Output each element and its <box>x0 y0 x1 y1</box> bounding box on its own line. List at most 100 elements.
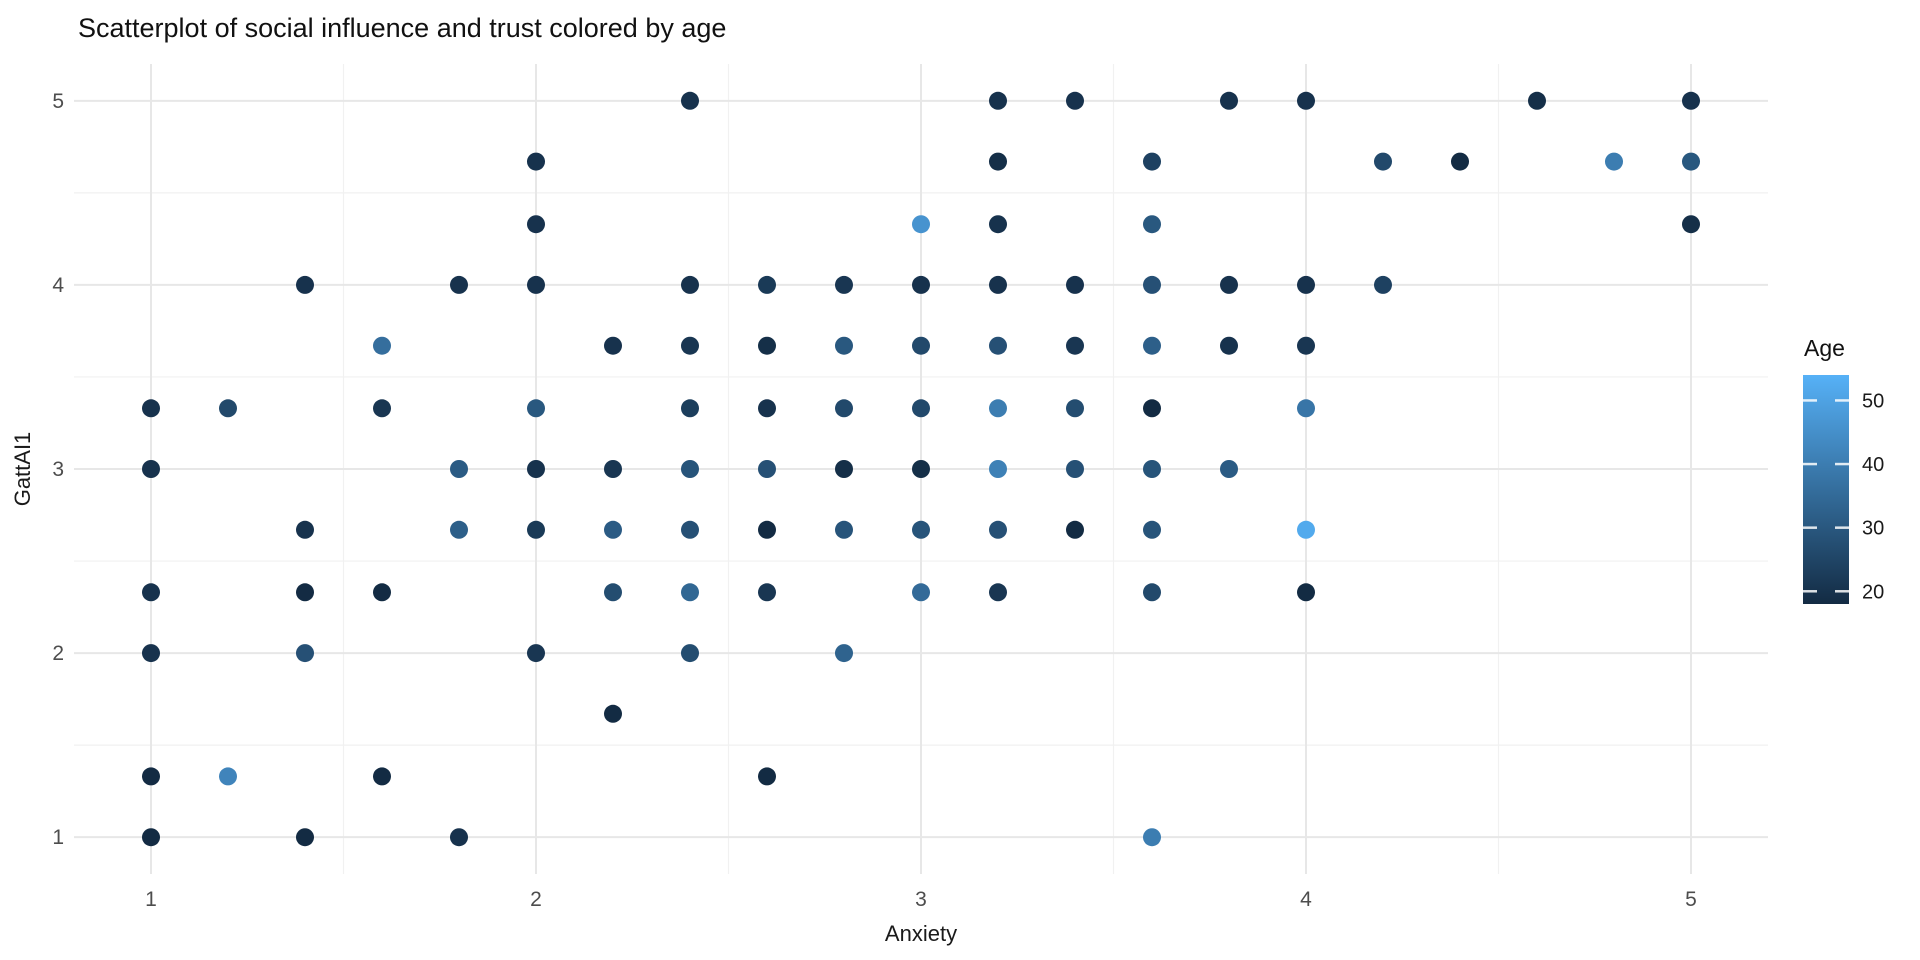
data-point <box>1066 275 1084 294</box>
data-point <box>604 460 622 478</box>
data-point <box>604 583 622 602</box>
data-point <box>1374 152 1392 171</box>
data-point <box>835 399 853 418</box>
y-axis-tick-labels: 1 2 3 4 5 <box>52 90 64 849</box>
data-point <box>1143 336 1161 355</box>
data-point <box>1220 336 1238 355</box>
data-point <box>835 275 853 294</box>
data-point <box>604 520 622 539</box>
data-point <box>1528 91 1546 110</box>
data-point <box>912 275 930 294</box>
data-point <box>373 399 391 418</box>
legend-tick-label: 50 <box>1862 390 1884 412</box>
data-point <box>527 644 545 663</box>
data-point <box>296 583 314 602</box>
data-point <box>1297 336 1315 355</box>
data-point <box>142 399 160 418</box>
data-point <box>219 767 237 786</box>
data-point <box>296 520 314 539</box>
y-axis-title: GattAI1 <box>10 432 35 507</box>
data-point <box>758 399 776 418</box>
legend-tick-label: 30 <box>1862 518 1884 540</box>
data-point <box>681 399 699 418</box>
data-point <box>681 336 699 355</box>
data-point <box>296 644 314 663</box>
data-point <box>681 520 699 539</box>
data-point <box>527 275 545 294</box>
data-point <box>1066 399 1084 418</box>
data-point <box>219 399 237 418</box>
data-point <box>1066 91 1084 110</box>
data-point <box>989 583 1007 602</box>
legend-tick-labels: 20 30 40 50 <box>1862 390 1884 603</box>
data-point <box>989 152 1007 171</box>
data-point <box>1066 460 1084 478</box>
data-point <box>450 828 468 847</box>
data-point <box>912 215 930 234</box>
data-point <box>1143 520 1161 539</box>
data-point <box>527 460 545 478</box>
data-point <box>1297 583 1315 602</box>
data-point <box>758 460 776 478</box>
legend-tick-label: 40 <box>1862 454 1884 476</box>
data-point <box>681 91 699 110</box>
data-point <box>1297 275 1315 294</box>
data-point <box>373 336 391 355</box>
data-point <box>989 520 1007 539</box>
color-legend: Age 20 30 40 50 <box>1803 335 1884 604</box>
x-tick-label: 3 <box>915 888 927 911</box>
x-tick-label: 1 <box>145 888 157 911</box>
data-point <box>989 399 1007 418</box>
x-tick-label: 4 <box>1300 888 1312 911</box>
data-point <box>1143 460 1161 478</box>
data-point <box>604 336 622 355</box>
x-tick-label: 2 <box>530 888 542 911</box>
data-point <box>527 215 545 234</box>
data-point <box>758 275 776 294</box>
data-point <box>450 275 468 294</box>
data-point <box>1143 583 1161 602</box>
legend-title: Age <box>1804 335 1845 361</box>
data-point <box>989 275 1007 294</box>
data-point <box>1143 399 1161 418</box>
data-point <box>1143 828 1161 847</box>
data-point <box>527 152 545 171</box>
data-point <box>1682 91 1700 110</box>
data-point <box>1220 460 1238 478</box>
data-point <box>1297 91 1315 110</box>
data-point <box>1682 152 1700 171</box>
data-point <box>604 704 622 723</box>
data-point <box>142 828 160 847</box>
data-point <box>912 583 930 602</box>
data-point <box>758 520 776 539</box>
data-point <box>835 520 853 539</box>
data-point <box>758 767 776 786</box>
data-point <box>142 460 160 478</box>
data-point <box>1143 152 1161 171</box>
data-point <box>989 91 1007 110</box>
y-tick-label: 1 <box>52 826 64 849</box>
data-point <box>758 336 776 355</box>
y-tick-label: 3 <box>52 458 64 481</box>
data-point <box>758 583 776 602</box>
y-tick-label: 2 <box>52 642 64 665</box>
y-tick-label: 4 <box>52 274 64 297</box>
data-point <box>681 275 699 294</box>
data-point <box>142 767 160 786</box>
data-point <box>1374 275 1392 294</box>
data-point <box>912 460 930 478</box>
data-point <box>1220 91 1238 110</box>
data-point <box>989 460 1007 478</box>
legend-tick-label: 20 <box>1862 581 1884 603</box>
data-point <box>1143 275 1161 294</box>
y-tick-label: 5 <box>52 90 64 113</box>
data-point <box>912 399 930 418</box>
data-point <box>835 460 853 478</box>
data-point <box>1066 520 1084 539</box>
data-point <box>912 336 930 355</box>
data-point <box>373 583 391 602</box>
data-point <box>835 336 853 355</box>
data-point <box>296 275 314 294</box>
data-point <box>681 460 699 478</box>
data-point <box>527 399 545 418</box>
